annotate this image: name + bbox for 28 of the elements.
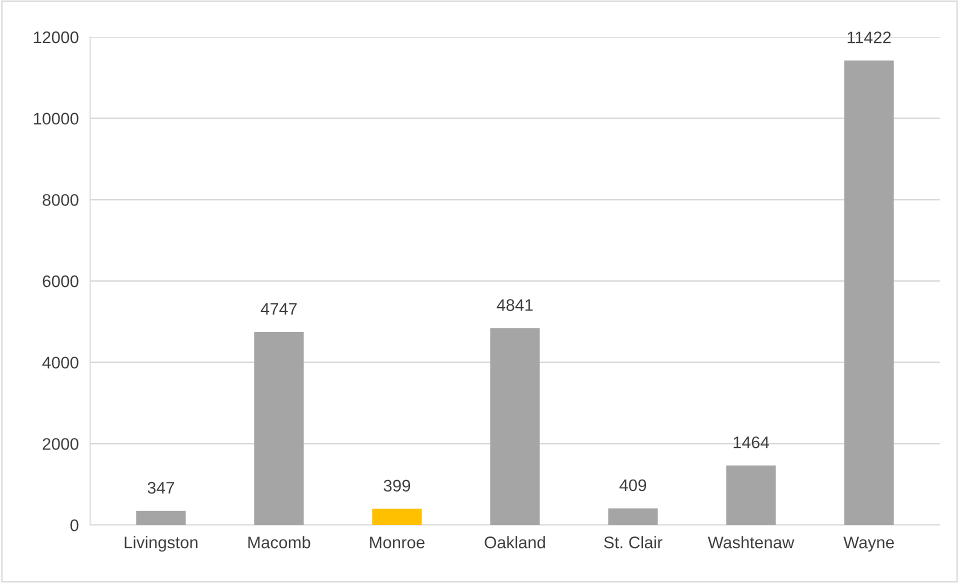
x-tick-label: Washtenaw <box>708 536 794 548</box>
bar <box>844 60 894 525</box>
bar <box>608 508 658 525</box>
data-label: 409 <box>619 479 646 492</box>
data-label: 399 <box>384 480 410 492</box>
data-label: 1464 <box>734 436 770 448</box>
y-tick-label: 0 <box>70 519 78 532</box>
bar <box>372 508 422 525</box>
x-tick-label: Monroe <box>370 536 424 548</box>
x-tick-label: St. Clair <box>604 536 662 548</box>
data-label: 4841 <box>496 299 533 311</box>
bar <box>490 328 540 525</box>
x-tick-label: Livingston <box>124 536 198 552</box>
data-label: 4747 <box>260 303 297 315</box>
y-tick-label: 12000 <box>34 31 78 44</box>
data-label: 11422 <box>848 32 891 44</box>
y-tick-label: 2000 <box>42 438 78 450</box>
y-tick-label: 4000 <box>42 356 78 369</box>
y-tick-label: 10000 <box>34 112 78 125</box>
y-tick-label: 8000 <box>42 194 78 206</box>
x-tick-label: Macomb <box>248 536 310 548</box>
y-tick-label: 6000 <box>42 275 78 288</box>
x-tick-label: Wayne <box>843 536 894 552</box>
bar <box>254 332 304 525</box>
bar <box>726 465 776 525</box>
bar <box>136 510 186 525</box>
x-tick-label: Oakland <box>484 536 545 548</box>
data-label: 347 <box>148 482 174 494</box>
